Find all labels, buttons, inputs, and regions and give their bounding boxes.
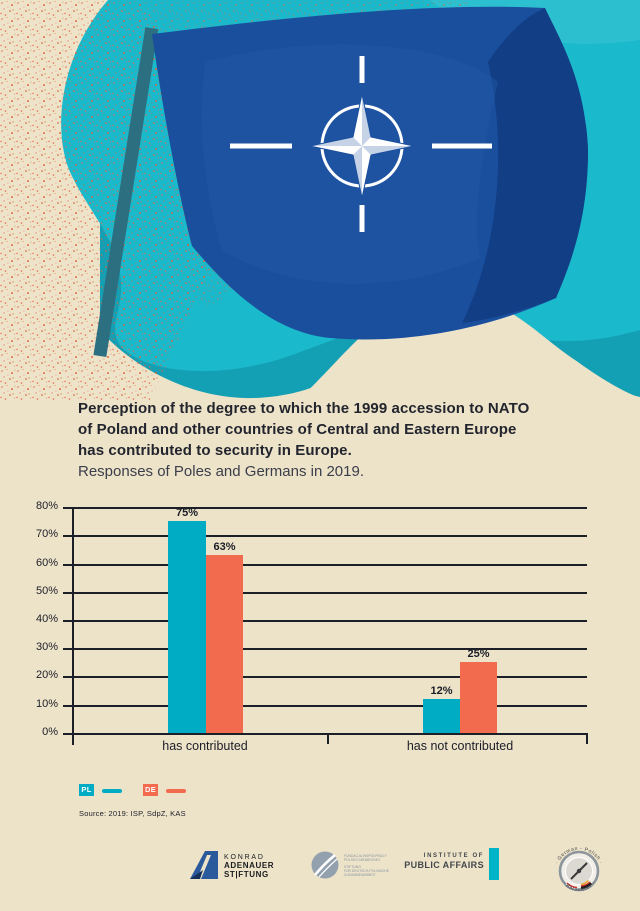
gridline-70 <box>72 535 587 537</box>
y-tick-label: 50% <box>35 585 58 597</box>
nato-flag-illustration <box>0 0 640 400</box>
flag-sheen <box>201 44 498 284</box>
y-tick-label: 80% <box>35 500 58 512</box>
title-line-2: of Poland and other countries of Central… <box>78 421 517 438</box>
title-line-3: has contributed to security in Europe. <box>78 442 352 459</box>
kas-line-3: ST|FTUNG <box>224 870 269 879</box>
legend-de-dash <box>166 789 186 793</box>
flag <box>152 6 588 340</box>
gridline-40 <box>72 620 587 622</box>
ipa-line-1: INSTITUTE OF <box>423 853 484 859</box>
gridline-50 <box>72 592 587 594</box>
ipa-logo-text: INSTITUTE OF PUBLIC AFFAIRS <box>398 853 484 870</box>
fwpn-line-2: POLSKO-NIEMIECKIEJ <box>344 858 381 862</box>
bar-value-label: 12% <box>430 685 453 698</box>
legend-pl-chip: PL <box>79 784 94 796</box>
gridline-60 <box>72 564 587 566</box>
fwpn-logo: FUNDACJA WSPÓŁPRACY POLSKO-NIEMIECKIEJ S… <box>311 851 390 879</box>
german-polish-barometer-logo: · German - Polish · · Barometer · <box>554 846 603 893</box>
legend-de-chip: DE <box>143 784 158 796</box>
bar-value-label: 63% <box>213 541 236 553</box>
category-label-has-contributed: has contributed <box>162 739 248 753</box>
category-label-has-not-contributed: has not contributed <box>406 739 514 753</box>
gridline-30 <box>72 648 587 650</box>
bar-de-has-contributed: 63% <box>206 507 243 733</box>
flag-shade <box>462 8 588 323</box>
y-tick-label: 0% <box>42 726 58 738</box>
gridline-10 <box>72 705 587 707</box>
kas-line-2: ADENAUER <box>224 861 274 870</box>
title-line-1: Perception of the degree to which the 19… <box>78 400 530 417</box>
nato-emblem <box>230 56 492 232</box>
bar-value-label: 25% <box>467 648 490 661</box>
legend-pl-dash <box>102 789 122 793</box>
bar-value-label: 75% <box>175 507 199 520</box>
y-axis-line <box>72 507 74 745</box>
y-tick-label: 70% <box>35 528 58 540</box>
y-tick-label: 10% <box>35 698 58 710</box>
ipa-logo-mark <box>489 848 499 880</box>
fwpn-line-5: ZUSAMMENARBEIT <box>344 873 376 877</box>
kas-logo: KONRAD ADENAUER ST|FTUNG <box>190 851 274 879</box>
gridline-20 <box>72 676 587 678</box>
y-tick-label: 40% <box>35 613 58 625</box>
source-note: Source: 2019: ISP, SdpZ, KAS <box>79 809 186 818</box>
fwpn-line-3: STIFTUNG <box>344 865 361 869</box>
fwpn-line-1: FUNDACJA WSPÓŁPRACY <box>344 853 388 858</box>
chart-subtitle: Responses of Poles and Germans in 2019. <box>78 463 365 480</box>
bar-pl-has-not-contributed: 12% <box>423 507 460 733</box>
y-tick-label: 20% <box>35 669 58 681</box>
flag-pole <box>93 27 159 358</box>
y-tick-label: 60% <box>35 557 58 569</box>
bar-pl-has-contributed: 75% <box>168 507 206 733</box>
ipa-line-2: PUBLIC AFFAIRS <box>404 860 484 870</box>
gridline-80 <box>72 507 587 509</box>
kas-line-1: KONRAD <box>224 854 265 861</box>
x-axis-line <box>72 733 587 735</box>
y-tick-label: 30% <box>35 641 58 653</box>
chart-title-block: Perception of the degree to which the 19… <box>78 398 568 482</box>
fwpn-line-4: FÜR DEUTSCH-POLNISCHE <box>344 869 390 873</box>
bar-de-has-not-contributed: 25% <box>460 507 497 733</box>
